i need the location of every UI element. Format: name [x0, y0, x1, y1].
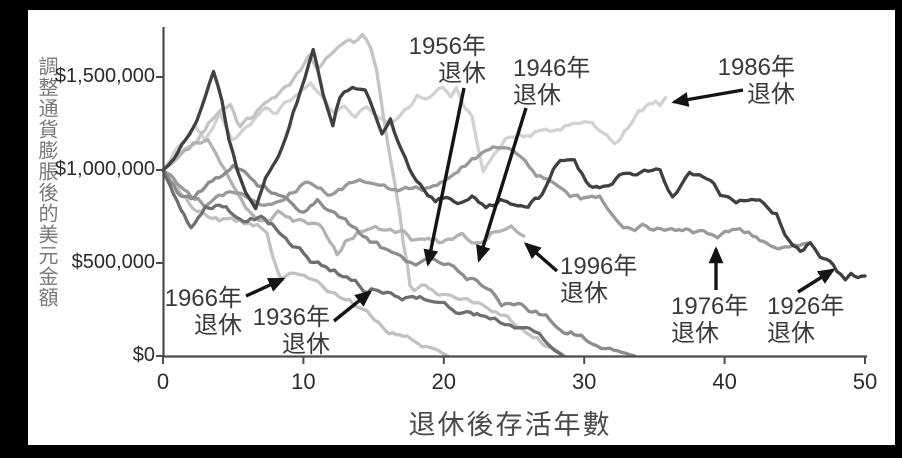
label-1946-retire: 退休	[513, 82, 561, 109]
label-1946-arrow	[476, 107, 528, 263]
series-line-1966	[161, 168, 450, 357]
series-line-1986	[161, 81, 668, 174]
label-1926-year: 1926年	[767, 293, 845, 320]
annotation-arrows	[245, 87, 836, 323]
label-1986-year: 1986年	[717, 54, 795, 81]
x-tick-label-30: 30	[571, 369, 597, 394]
y-axis-title: 調整通貨膨脹後的美元金額	[35, 56, 57, 308]
label-1996-arrow	[523, 242, 559, 273]
label-1966-year: 1966年	[164, 285, 242, 312]
label-1926-retire: 退休	[767, 320, 815, 347]
label-1936-retire: 退休	[282, 331, 330, 358]
x-tick-label-40: 40	[712, 369, 737, 394]
x-tick-label-0: 0	[156, 369, 170, 394]
label-1956-retire: 退休	[438, 60, 486, 87]
series-line-1996	[161, 138, 526, 257]
label-1966-arrow	[245, 277, 286, 298]
label-1926: 1926年 退休	[767, 293, 844, 347]
label-1936: 1936年 退休	[253, 304, 330, 358]
y-tick-label-2: $1,000,000	[54, 158, 155, 180]
x-axis-title: 退休後存活年數	[408, 410, 612, 440]
series-line-1926	[161, 47, 867, 282]
series-lines	[161, 32, 867, 357]
label-1926-arrow	[797, 268, 836, 294]
chart-panel	[28, 10, 895, 445]
label-1986-arrow	[671, 88, 744, 107]
label-1986: 1986年 退休	[718, 54, 795, 108]
label-1976-retire: 退休	[671, 320, 719, 347]
axes	[156, 27, 867, 364]
y-tick-label-1: $500,000	[71, 251, 155, 273]
label-1956-arrow	[423, 87, 466, 267]
label-1996-retire: 退休	[560, 280, 608, 307]
label-1946-year: 1946年	[513, 55, 591, 82]
x-tick-label-20: 20	[431, 369, 457, 394]
label-1956-year: 1956年	[408, 33, 486, 60]
label-1996: 1996年 退休	[560, 253, 637, 307]
label-1946: 1946年 退休	[513, 55, 590, 109]
y-tick-label-0: $0	[132, 344, 155, 366]
label-1966: 1966年 退休	[165, 285, 242, 339]
label-1966-retire: 退休	[194, 312, 242, 339]
series-line-1976	[161, 145, 810, 251]
label-1986-retire: 退休	[747, 81, 795, 108]
x-tick-label-50: 50	[852, 369, 878, 394]
y-tick-label-3: $1,500,000	[54, 65, 155, 87]
label-1996-year: 1996年	[560, 253, 638, 280]
label-1936-arrow	[332, 290, 373, 323]
x-tick-label-10: 10	[291, 369, 316, 394]
label-1976: 1976年 退休	[671, 293, 748, 347]
label-1976-year: 1976年	[671, 293, 749, 320]
label-1936-year: 1936年	[252, 304, 330, 331]
series-line-1956	[161, 32, 567, 357]
label-1956: 1956年 退休	[409, 33, 486, 87]
series-line-1936	[161, 168, 565, 357]
